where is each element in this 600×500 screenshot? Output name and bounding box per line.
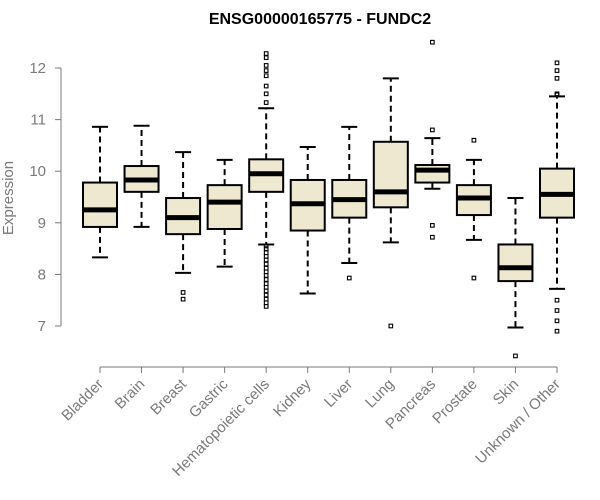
outlier-point	[554, 75, 560, 81]
box-brain	[123, 124, 160, 228]
box-prostate	[455, 137, 492, 281]
outlier-point	[263, 261, 269, 267]
outlier-point	[263, 257, 269, 263]
y-tick-label: 9	[38, 215, 46, 232]
x-tick-label: Brain	[112, 376, 149, 413]
iqr-box	[497, 243, 534, 283]
box-unknown-other	[539, 60, 575, 334]
iqr-box	[414, 164, 451, 184]
outlier-point	[263, 304, 269, 309]
y-tick-label: 10	[29, 163, 46, 180]
outlier-point	[263, 265, 269, 271]
outlier-point	[263, 273, 269, 278]
outlier-point	[263, 91, 269, 97]
outlier-point	[346, 275, 352, 281]
outlier-point	[263, 269, 269, 275]
outlier-point	[471, 137, 477, 143]
outlier-point	[554, 328, 560, 334]
x-tick-label: Lung	[362, 376, 398, 412]
outlier-point	[263, 243, 269, 249]
outlier-point	[554, 92, 560, 98]
outlier-point	[263, 288, 269, 294]
x-tick-label: Bladder	[58, 376, 107, 425]
box-breast	[165, 151, 202, 302]
outlier-point	[554, 318, 560, 324]
outlier-point	[263, 63, 269, 68]
outlier-point	[263, 300, 269, 306]
box-liver	[331, 125, 368, 281]
chart-title: ENSG00000165775 - FUNDC2	[209, 11, 431, 28]
iqr-box	[372, 140, 409, 209]
iqr-box	[206, 184, 243, 230]
x-tick-label: Liver	[321, 376, 356, 411]
outlier-point	[263, 284, 269, 290]
y-axis: 7 8 9 10 11 12	[29, 60, 62, 335]
box-skin	[497, 197, 534, 359]
x-tick-label: Breast	[147, 375, 190, 418]
outlier-point	[388, 323, 394, 329]
outlier-point	[430, 127, 435, 133]
box-kidney	[289, 145, 326, 295]
outlier-point	[554, 297, 560, 303]
box-hematopoietic-cells	[248, 51, 285, 309]
y-tick-label: 12	[29, 60, 46, 77]
iqr-box	[82, 181, 118, 228]
outlier-point	[180, 290, 186, 295]
outlier-point	[263, 51, 269, 56]
x-tick-label: Prostate	[429, 376, 481, 428]
y-axis-label: Expression	[0, 161, 17, 235]
y-tick-label: 11	[30, 112, 46, 129]
outlier-point	[554, 68, 560, 73]
outlier-point	[263, 296, 269, 302]
outlier-point	[430, 39, 435, 45]
outlier-point	[180, 296, 186, 302]
box-pancreas	[414, 39, 451, 240]
outlier-point	[430, 234, 435, 240]
outlier-point	[263, 281, 269, 287]
outlier-point	[554, 308, 560, 313]
y-tick-label: 7	[38, 318, 46, 335]
box-lung	[372, 77, 409, 329]
y-tick-label: 8	[38, 266, 46, 283]
outlier-point	[263, 55, 269, 61]
outlier-point	[263, 292, 269, 298]
outlier-point	[263, 277, 269, 282]
outlier-point	[430, 223, 435, 228]
outlier-point	[263, 253, 269, 259]
outlier-point	[471, 275, 477, 281]
outlier-point	[263, 246, 269, 251]
x-tick-label: Skin	[490, 376, 523, 409]
outlier-point	[263, 73, 269, 79]
outlier-point	[263, 100, 269, 105]
outlier-point	[263, 250, 269, 256]
box-bladder	[82, 125, 118, 259]
box-group	[82, 39, 575, 359]
outlier-point	[554, 60, 560, 66]
outlier-point	[263, 68, 269, 73]
outlier-point	[513, 353, 518, 359]
x-tick-label: Kidney	[270, 375, 315, 420]
box-gastric	[206, 158, 243, 268]
outlier-point	[263, 83, 269, 89]
